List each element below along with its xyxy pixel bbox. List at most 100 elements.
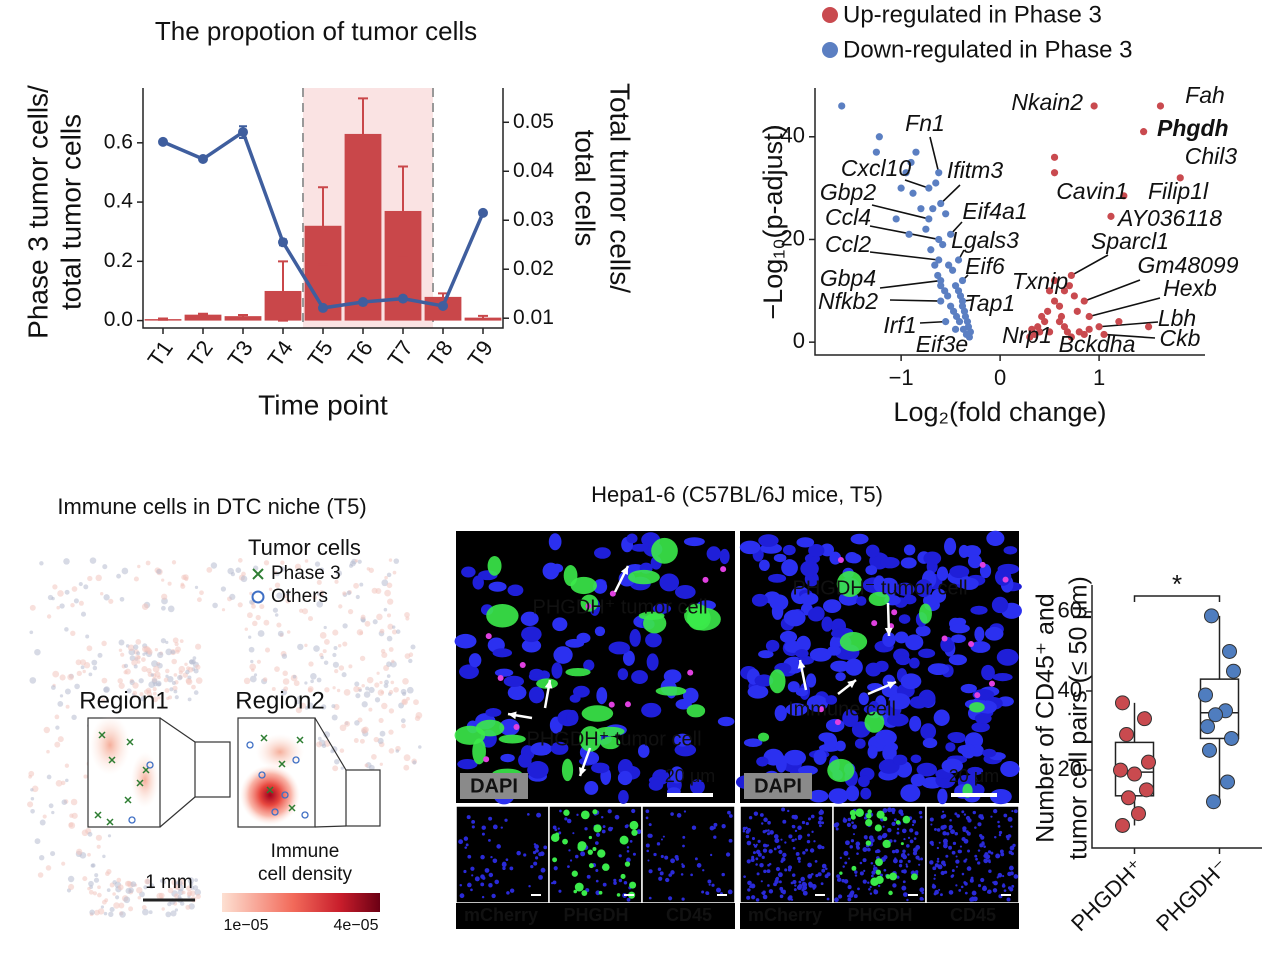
cell-dot <box>100 592 104 596</box>
cell-dot <box>388 748 395 754</box>
cell-dot <box>70 602 75 608</box>
cell-dot <box>29 604 36 611</box>
cell-dot <box>78 600 84 606</box>
gene-label: Ccl2 <box>825 231 871 257</box>
nucleus <box>981 664 995 681</box>
cell-dot <box>59 674 66 681</box>
point <box>1226 663 1241 679</box>
cell-dot <box>376 613 383 621</box>
line-point <box>438 300 448 311</box>
bar-error <box>238 313 248 319</box>
phgdh-cell <box>686 704 706 718</box>
tile-dot <box>918 863 921 866</box>
tile-dot <box>755 898 760 902</box>
tile-dot <box>980 814 984 817</box>
tile-dot <box>459 893 465 899</box>
cell-dot <box>56 605 60 610</box>
point <box>1120 192 1128 200</box>
tile-dot <box>656 842 661 846</box>
nucleus <box>933 709 950 726</box>
tile-dot <box>997 872 1003 878</box>
tile-dot <box>1013 809 1018 814</box>
cell-dot <box>324 687 330 693</box>
mcherry-dot <box>1002 576 1009 583</box>
nucleus <box>806 673 817 688</box>
cell-dot <box>361 727 368 734</box>
cell-dot <box>112 892 116 896</box>
tile-dot <box>913 837 917 840</box>
tile-green <box>577 843 586 852</box>
tile-dot <box>907 859 911 863</box>
tile-dot <box>458 839 464 845</box>
tile-dot <box>936 846 940 850</box>
cell-dot <box>112 880 117 885</box>
gene-label: Gbp2 <box>820 179 876 205</box>
line-point <box>198 154 208 165</box>
tile-dot <box>977 822 982 827</box>
tile-dot <box>532 850 537 855</box>
cell-dot <box>388 558 393 562</box>
cell-dot <box>408 652 414 657</box>
cell-dot <box>187 877 195 884</box>
tile-dot <box>963 881 967 885</box>
tile-dot <box>1001 884 1006 888</box>
nucleus <box>629 629 641 647</box>
scale-label: 1 mm <box>145 872 193 893</box>
tile-dot <box>891 849 896 854</box>
tile-dot <box>506 891 510 895</box>
nucleus <box>675 699 692 710</box>
density <box>256 734 304 770</box>
nucleus <box>659 573 680 592</box>
cell-dot <box>316 677 322 683</box>
tile-dot <box>659 871 664 876</box>
cell-dot <box>101 698 106 702</box>
tile-dot <box>742 830 746 833</box>
tile-dot <box>755 863 758 866</box>
cell-dot <box>30 788 34 792</box>
cell-dot <box>373 736 380 743</box>
cell-dot <box>71 714 77 721</box>
tile-dot <box>901 869 905 874</box>
tile-dot <box>883 868 887 872</box>
tile-dot <box>762 848 768 853</box>
tile-dot <box>826 897 830 901</box>
tile-dot <box>767 820 771 825</box>
cell-dot <box>307 687 313 693</box>
phgdh-cell <box>475 719 505 737</box>
tile-dot <box>887 827 892 833</box>
cell-dot <box>43 726 51 734</box>
cell-dot <box>271 687 276 691</box>
region-src <box>194 741 231 798</box>
tile-dot <box>812 887 816 890</box>
phgdh-cell <box>919 603 932 624</box>
nucleus <box>915 625 931 637</box>
cell-dot <box>323 731 331 738</box>
cell-dot <box>391 625 396 629</box>
cell-dot <box>140 696 146 702</box>
tile-dot <box>470 888 473 892</box>
mcherry-dot <box>891 609 898 616</box>
tile-dot <box>788 895 793 900</box>
tile-dot <box>762 829 766 834</box>
phase3-marker <box>126 738 134 746</box>
tile-dot <box>670 858 675 864</box>
tile-dot <box>782 852 787 858</box>
tile-dot <box>751 855 755 859</box>
tile-dot <box>849 845 853 849</box>
tile-dot <box>797 856 801 861</box>
cell-dot <box>276 592 283 599</box>
tile-dot <box>934 863 939 868</box>
tile-dot <box>747 888 751 892</box>
cell-dot <box>400 718 406 724</box>
tile-dot <box>773 834 779 839</box>
cell-dot <box>285 598 291 604</box>
tile-dot <box>534 844 539 850</box>
point <box>1202 742 1217 758</box>
tile-dot <box>974 854 978 858</box>
tile-dot <box>818 810 823 815</box>
tile-dot <box>668 873 672 877</box>
channel-tile <box>641 805 736 904</box>
nucleus <box>754 674 774 687</box>
cell-dot <box>86 645 93 652</box>
tile-dot <box>553 866 558 871</box>
